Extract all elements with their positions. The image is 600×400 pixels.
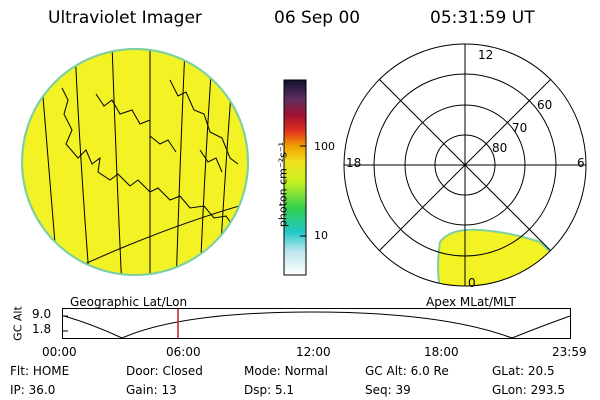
colorbar-tick-10: 10: [314, 229, 328, 242]
earth-disc: [21, 48, 249, 276]
date-label: 06 Sep 00: [274, 8, 361, 28]
info-door: Door: Closed: [126, 364, 203, 378]
time-tick-0000: 00:00: [42, 345, 77, 359]
altitude-curve: [63, 311, 571, 339]
geo-panel-label: Geographic Lat/Lon: [70, 295, 188, 309]
time-tick-1800: 18:00: [424, 345, 459, 359]
info-gain: Gain: 13: [126, 383, 177, 397]
time-tick-0600: 06:00: [166, 345, 201, 359]
time-tick-1200: 12:00: [296, 345, 331, 359]
mlt-label-18: 18: [346, 156, 362, 170]
time-tick-2359: 23:59: [552, 345, 587, 359]
lat-label-60: 60: [537, 98, 553, 112]
info-mode: Mode: Normal: [244, 364, 328, 378]
info-ip: IP: 36.0: [10, 383, 56, 397]
info-flt: Flt: HOME: [10, 364, 70, 378]
info-dsp: Dsp: 5.1: [244, 383, 295, 397]
alt-ytick-9: 9.0: [32, 307, 52, 321]
time-label: 05:31:59 UT: [430, 8, 535, 28]
colorbar-tick-100: 100: [314, 140, 335, 153]
geographic-image: [21, 48, 249, 276]
info-glat: GLat: 20.5: [492, 364, 555, 378]
altitude-plot: [62, 308, 571, 339]
colorbar-unit-label: photon cm⁻²s⁻¹: [276, 141, 290, 228]
altitude-ylabel: GC Alt: [11, 306, 25, 341]
app-title: Ultraviolet Imager: [48, 8, 202, 28]
lat-label-80: 80: [492, 141, 508, 155]
info-gc-alt: GC Alt: 6.0 Re: [365, 364, 449, 378]
auroral-image: [437, 228, 556, 286]
colorbar: [283, 79, 307, 276]
mlt-label-6: 6: [577, 156, 585, 170]
mlt-label-0: 0: [468, 276, 476, 290]
lat-label-70: 70: [512, 121, 528, 135]
info-seq: Seq: 39: [365, 383, 411, 397]
alt-ytick-1-8: 1.8: [32, 322, 52, 336]
polar-plot: [343, 43, 587, 287]
apex-panel-label: Apex MLat/MLT: [426, 295, 516, 309]
info-glon: GLon: 293.5: [492, 383, 565, 397]
mlt-label-12: 12: [478, 48, 494, 62]
